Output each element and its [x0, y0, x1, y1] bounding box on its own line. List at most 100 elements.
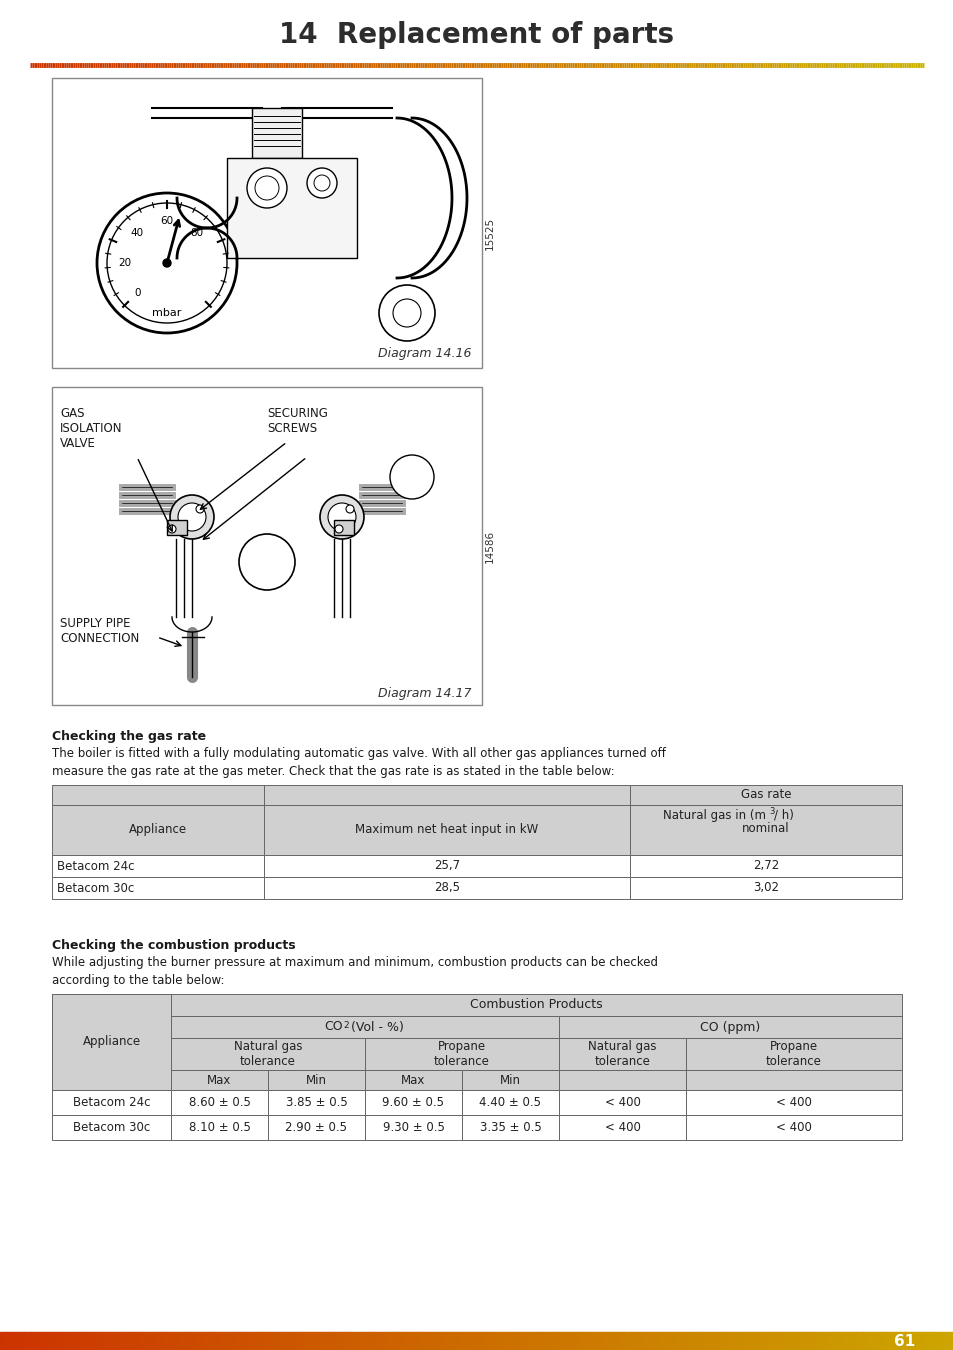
Bar	[365, 1071, 461, 1089]
Bar	[629, 805, 901, 855]
Text: 15525: 15525	[484, 216, 495, 250]
Circle shape	[378, 285, 435, 342]
Circle shape	[107, 202, 227, 323]
Text: Propane
tolerance: Propane tolerance	[765, 1040, 821, 1068]
Text: Betacom 30c: Betacom 30c	[57, 882, 134, 895]
Text: 2: 2	[343, 1021, 348, 1030]
Bar	[227, 158, 356, 258]
Text: Maximum net heat input in kW: Maximum net heat input in kW	[355, 824, 538, 837]
Circle shape	[390, 455, 434, 500]
Text: While adjusting the burner pressure at maximum and minimum, combustion products : While adjusting the burner pressure at m…	[52, 956, 658, 987]
Circle shape	[195, 505, 204, 513]
Text: Gas rate: Gas rate	[740, 788, 790, 802]
Text: 80: 80	[190, 228, 203, 239]
Bar	[558, 1071, 685, 1089]
Text: 60: 60	[160, 216, 173, 225]
Bar	[171, 1038, 365, 1071]
Bar	[171, 1017, 558, 1038]
Text: 28,5: 28,5	[434, 882, 459, 895]
Text: 40: 40	[131, 228, 144, 239]
Text: The boiler is fitted with a fully modulating automatic gas valve. With all other: The boiler is fitted with a fully modula…	[52, 747, 665, 778]
Text: Betacom 30c: Betacom 30c	[72, 1120, 150, 1134]
Text: / h): / h)	[773, 809, 793, 822]
Bar	[268, 1115, 365, 1139]
Text: 14  Replacement of parts: 14 Replacement of parts	[279, 22, 674, 49]
Text: Checking the combustion products: Checking the combustion products	[52, 940, 295, 952]
Text: Checking the gas rate: Checking the gas rate	[52, 730, 206, 742]
Bar	[264, 855, 629, 878]
Text: Natural gas in (m: Natural gas in (m	[662, 809, 765, 822]
Bar	[461, 1071, 558, 1089]
Bar	[264, 784, 629, 805]
Bar	[52, 994, 171, 1017]
Text: CO: CO	[324, 1021, 343, 1034]
Bar	[52, 878, 264, 899]
Text: mbar: mbar	[152, 308, 181, 319]
Text: 9.30 ± 0.5: 9.30 ± 0.5	[382, 1120, 444, 1134]
Circle shape	[97, 193, 236, 333]
Text: 2.90 ± 0.5: 2.90 ± 0.5	[285, 1120, 347, 1134]
Text: Natural gas
tolerance: Natural gas tolerance	[588, 1040, 656, 1068]
Circle shape	[178, 504, 206, 531]
Bar	[365, 1038, 558, 1071]
Circle shape	[393, 298, 420, 327]
Text: 3: 3	[768, 806, 774, 815]
Bar	[685, 1089, 901, 1115]
Circle shape	[346, 505, 354, 513]
Bar	[52, 855, 264, 878]
Bar	[461, 1089, 558, 1115]
Text: 20: 20	[118, 258, 132, 269]
Text: CO (ppm): CO (ppm)	[700, 1021, 760, 1034]
Bar	[171, 1115, 268, 1139]
Circle shape	[328, 504, 355, 531]
Text: Appliance: Appliance	[129, 824, 187, 837]
Bar	[268, 1071, 365, 1089]
Bar	[365, 1115, 461, 1139]
Bar	[52, 78, 481, 369]
Bar	[252, 108, 302, 158]
Bar	[171, 1071, 268, 1089]
Bar	[52, 387, 481, 705]
Text: Max: Max	[401, 1073, 425, 1087]
Text: 2,72: 2,72	[752, 860, 779, 872]
Text: < 400: < 400	[604, 1096, 639, 1108]
Circle shape	[163, 259, 171, 267]
Circle shape	[254, 176, 278, 200]
Circle shape	[335, 525, 343, 533]
Text: 8.10 ± 0.5: 8.10 ± 0.5	[189, 1120, 251, 1134]
Bar	[685, 1115, 901, 1139]
Bar	[171, 1089, 268, 1115]
Bar	[171, 994, 901, 1017]
Bar	[52, 1089, 171, 1115]
Bar	[52, 994, 171, 1089]
Text: GAS
ISOLATION
VALVE: GAS ISOLATION VALVE	[60, 406, 122, 450]
Text: 14586: 14586	[484, 529, 495, 563]
Text: 61: 61	[893, 1334, 915, 1349]
Text: Betacom 24c: Betacom 24c	[57, 860, 134, 872]
Text: < 400: < 400	[775, 1096, 811, 1108]
Circle shape	[319, 495, 364, 539]
Bar	[685, 1071, 901, 1089]
Bar	[629, 855, 901, 878]
Text: Min: Min	[499, 1073, 520, 1087]
Text: Min: Min	[306, 1073, 327, 1087]
Text: 25,7: 25,7	[434, 860, 459, 872]
Circle shape	[247, 167, 287, 208]
Bar	[629, 784, 901, 805]
Text: 0: 0	[134, 288, 140, 298]
Bar	[558, 1115, 685, 1139]
Text: SUPPLY PIPE
CONNECTION: SUPPLY PIPE CONNECTION	[60, 617, 139, 645]
Circle shape	[170, 495, 213, 539]
Text: Propane
tolerance: Propane tolerance	[434, 1040, 490, 1068]
Bar	[461, 1115, 558, 1139]
Bar	[365, 1089, 461, 1115]
Text: < 400: < 400	[604, 1120, 639, 1134]
Text: 9.60 ± 0.5: 9.60 ± 0.5	[382, 1096, 444, 1108]
Bar	[52, 1115, 171, 1139]
Circle shape	[168, 525, 175, 533]
Text: < 400: < 400	[775, 1120, 811, 1134]
Bar	[264, 878, 629, 899]
Bar	[52, 1038, 171, 1071]
Bar	[52, 784, 264, 805]
Text: 3,02: 3,02	[752, 882, 779, 895]
